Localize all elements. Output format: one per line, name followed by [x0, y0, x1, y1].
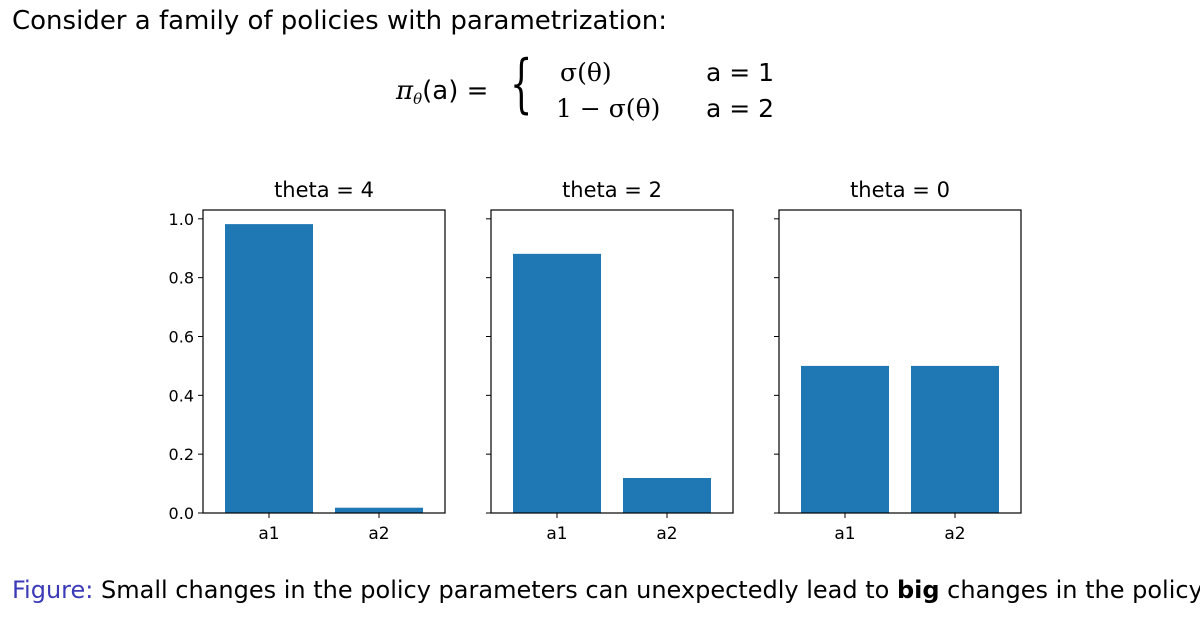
equation-pi: π — [396, 76, 414, 106]
x-tick-label: a2 — [656, 524, 677, 544]
caption-lead: Figure: — [12, 576, 94, 604]
bar-charts-figure: a1 a2 0.0 0.2 0.4 0.6 0.8 1.0 theta = 4 a1 a2 theta… — [169, 178, 1022, 544]
equation-case1-cond: a = 1 — [706, 58, 775, 87]
chart-title: theta = 2 — [562, 178, 662, 202]
equation-arg: (a) = — [422, 76, 489, 106]
caption-text-after: changes in the policy. — [939, 576, 1200, 604]
equation-case2-expr: 1 − σ(θ) — [556, 94, 661, 123]
chart-title: theta = 4 — [274, 178, 374, 202]
policy-equation: πθ(a) = { σ(θ) a = 1 1 − σ(θ) a = 2 — [396, 52, 796, 136]
equation-lhs: πθ(a) = — [396, 76, 488, 108]
x-tick-label: a1 — [258, 524, 279, 544]
x-tick-label: a2 — [368, 524, 389, 544]
chart-panel-2: a1 a2 theta = 2 — [486, 178, 734, 544]
bar-a1 — [513, 253, 601, 513]
y-tick-label: 0.4 — [169, 386, 194, 405]
figure-caption: Figure: Small changes in the policy para… — [12, 576, 1200, 604]
equation-case2-cond: a = 2 — [706, 94, 775, 123]
y-tick-label: 0.8 — [169, 269, 194, 288]
chart-panel-3: a1 a2 theta = 0 — [774, 178, 1022, 544]
y-tick-label: 0.0 — [169, 504, 194, 523]
axes-frame — [202, 209, 446, 514]
bar-a2 — [911, 365, 999, 513]
y-tick-label: 0.2 — [169, 445, 194, 464]
intro-text: Consider a family of policies with param… — [12, 6, 668, 36]
chart-title: theta = 0 — [850, 178, 950, 202]
x-tick-label: a1 — [834, 524, 855, 544]
bar-a1 — [225, 224, 313, 513]
axes-frame — [778, 209, 1022, 514]
x-tick-label: a1 — [546, 524, 567, 544]
bar-a2 — [335, 507, 423, 513]
x-tick-label: a2 — [944, 524, 965, 544]
bar-a1 — [801, 365, 889, 513]
equation-brace: { — [510, 47, 533, 121]
axes-frame — [490, 209, 734, 514]
chart-panel-1: a1 a2 0.0 0.2 0.4 0.6 0.8 1.0 theta = 4 — [169, 178, 446, 544]
bar-a2 — [623, 477, 711, 513]
equation-subscript: θ — [413, 90, 423, 108]
y-tick-label: 0.6 — [169, 327, 194, 346]
caption-bold: big — [896, 576, 940, 604]
equation-case1-expr: σ(θ) — [560, 58, 612, 87]
caption-text-before: Small changes in the policy parameters c… — [93, 576, 897, 604]
y-tick-label: 1.0 — [169, 210, 194, 229]
